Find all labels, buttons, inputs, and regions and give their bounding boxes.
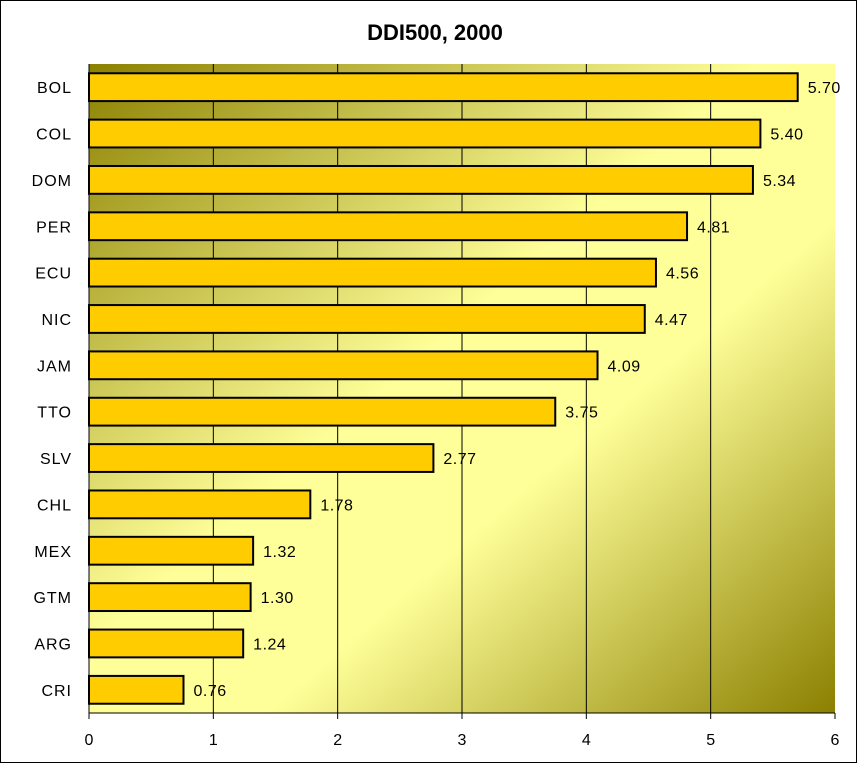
category-label-chl: CHL [37, 497, 72, 514]
category-label-col: COL [36, 127, 72, 144]
x-tick-label-3: 3 [458, 732, 467, 749]
category-label-nic: NIC [41, 312, 72, 329]
chart-title: DDI500, 2000 [367, 20, 503, 45]
category-label-dom: DOM [32, 173, 72, 190]
value-label-gtm: 1.30 [261, 590, 294, 607]
category-label-gtm: GTM [33, 590, 72, 607]
category-label-cri: CRI [41, 683, 72, 700]
value-label-per: 4.81 [697, 219, 730, 236]
category-label-ecu: ECU [35, 266, 72, 283]
bar-mex [88, 535, 255, 566]
bar-tto [88, 396, 557, 427]
value-label-dom: 5.34 [763, 173, 796, 190]
bars: BOL 5.70 COL 5.40 DOM 5.34 PER 4.81 ECU 4.56 NIC 4.… [32, 72, 841, 705]
bar-slv [88, 443, 435, 473]
x-tick-label-4: 4 [582, 732, 591, 749]
value-label-cri: 0.76 [193, 683, 226, 700]
bar-cri [88, 674, 185, 705]
bar-chl [88, 489, 312, 520]
category-label-bol: BOL [37, 80, 72, 97]
x-tick-label-2: 2 [333, 732, 342, 749]
x-tick-label-6: 6 [831, 732, 840, 749]
bar-jam [88, 350, 599, 381]
category-label-tto: TTO [37, 405, 72, 422]
category-label-slv: SLV [40, 451, 72, 468]
bar-col [88, 118, 762, 149]
value-label-slv: 2.77 [443, 451, 476, 468]
category-label-arg: ARG [34, 636, 72, 653]
value-label-arg: 1.24 [253, 636, 286, 653]
category-label-per: PER [36, 219, 72, 236]
value-label-mex: 1.32 [263, 544, 296, 561]
x-tick-label-1: 1 [209, 732, 218, 749]
bar-ecu [88, 257, 657, 288]
bar-dom [88, 164, 754, 195]
x-tick-label-0: 0 [85, 732, 94, 749]
value-label-bol: 5.70 [808, 80, 841, 97]
value-label-nic: 4.47 [655, 312, 688, 329]
value-label-chl: 1.78 [320, 497, 353, 514]
category-label-jam: JAM [37, 358, 72, 375]
bar-gtm [88, 582, 252, 613]
x-tick-label-5: 5 [706, 732, 715, 749]
value-label-ecu: 4.56 [666, 266, 699, 283]
bar-bol [88, 72, 799, 103]
value-label-col: 5.40 [770, 127, 803, 144]
category-label-mex: MEX [34, 544, 72, 561]
bar-arg [88, 628, 245, 659]
value-label-tto: 3.75 [565, 405, 598, 422]
value-label-jam: 4.09 [608, 358, 641, 375]
x-axis: 0 1 2 3 4 5 6 [85, 64, 840, 749]
bar-per [88, 211, 689, 242]
bar-nic [88, 304, 646, 334]
